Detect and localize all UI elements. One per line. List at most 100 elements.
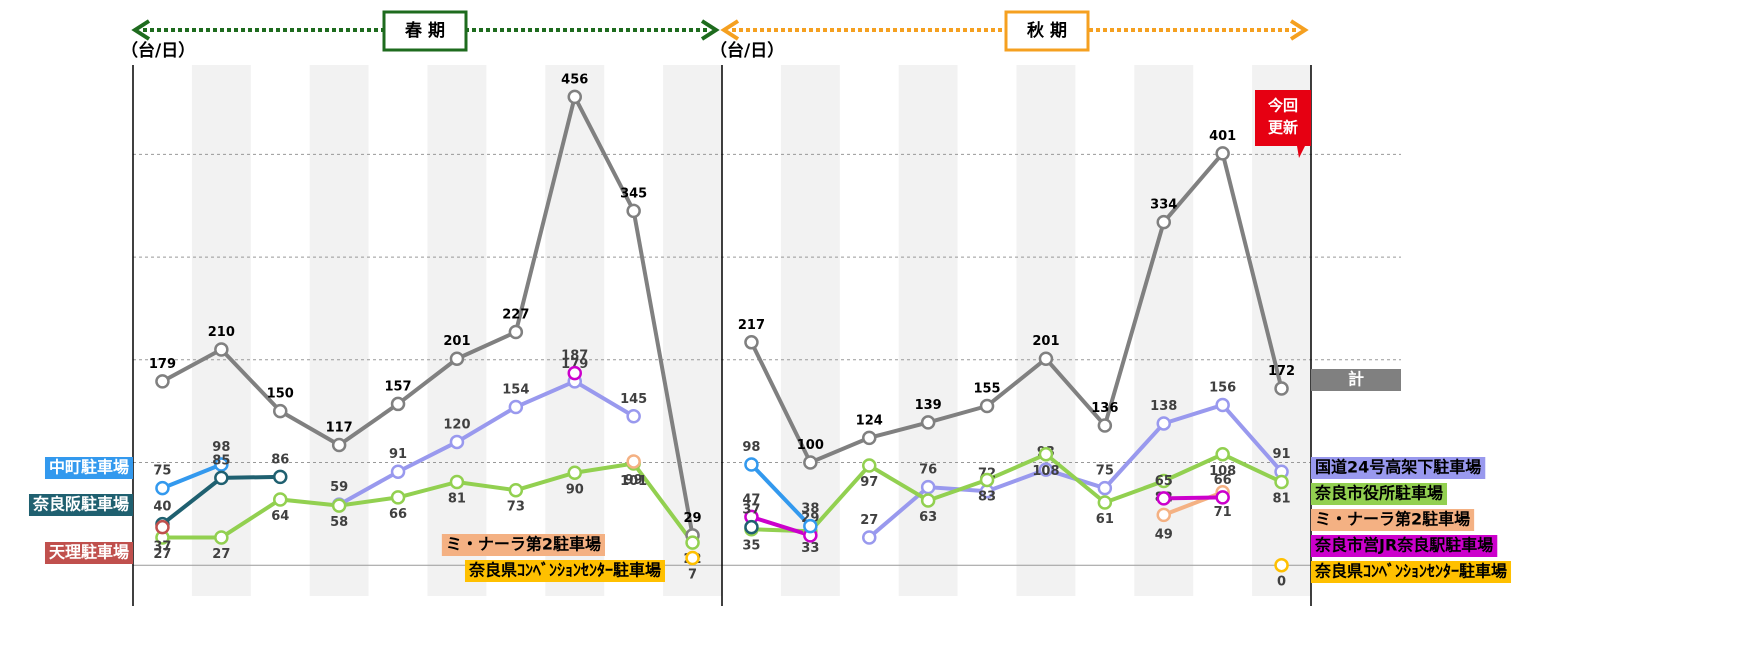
point bbox=[862, 430, 877, 446]
value-label: 108 bbox=[1032, 464, 1059, 479]
legend-label: 奈良阪駐車場 bbox=[32, 495, 129, 514]
value-label: 201 bbox=[1032, 334, 1059, 349]
legend-box bbox=[1311, 509, 1475, 531]
value-label: 40 bbox=[153, 500, 171, 515]
point bbox=[626, 203, 641, 219]
point bbox=[331, 437, 347, 453]
value-label: 38 bbox=[801, 502, 819, 517]
value-label: 179 bbox=[561, 357, 588, 372]
series-line bbox=[750, 463, 812, 528]
point bbox=[567, 89, 582, 105]
point bbox=[390, 464, 406, 479]
point bbox=[1038, 462, 1054, 477]
period-box bbox=[382, 10, 468, 52]
point bbox=[567, 465, 582, 481]
point bbox=[1215, 397, 1230, 413]
point bbox=[920, 493, 936, 508]
point bbox=[803, 518, 818, 534]
point bbox=[214, 530, 229, 545]
point bbox=[1097, 495, 1113, 510]
unit-label: （台/日） bbox=[121, 40, 195, 61]
point bbox=[214, 457, 229, 472]
value-label: 33 bbox=[801, 541, 819, 556]
legend-box bbox=[441, 534, 605, 556]
value-label: 35 bbox=[742, 539, 760, 554]
series-line bbox=[161, 91, 695, 536]
value-label: 29 bbox=[684, 511, 702, 526]
point bbox=[862, 458, 877, 473]
value-label: 150 bbox=[267, 387, 294, 402]
unit-label: （台/日） bbox=[710, 40, 784, 61]
value-label: 66 bbox=[1214, 473, 1232, 488]
value-label: 98 bbox=[212, 440, 230, 455]
legend-item: ミ・ナーラ第2駐車場 bbox=[1311, 509, 1475, 531]
value-label: 172 bbox=[1268, 364, 1295, 379]
point bbox=[390, 490, 406, 505]
band bbox=[1016, 65, 1076, 596]
value-label: 334 bbox=[1150, 198, 1177, 213]
value-label: 227 bbox=[502, 308, 529, 323]
legend-item: 奈良阪駐車場 bbox=[28, 494, 133, 516]
point bbox=[1274, 474, 1289, 490]
value-label: 27 bbox=[212, 547, 230, 562]
value-label: 201 bbox=[443, 334, 470, 349]
legend-label: 国道24号高架下駐車場 bbox=[1315, 458, 1481, 477]
point bbox=[744, 335, 759, 350]
legend-box bbox=[1311, 535, 1498, 557]
point bbox=[1038, 447, 1054, 462]
legend-box bbox=[1311, 561, 1512, 583]
point bbox=[273, 469, 288, 485]
value-label: 86 bbox=[271, 452, 289, 467]
point bbox=[1274, 381, 1289, 396]
legend-box bbox=[44, 457, 133, 479]
value-label: 0 bbox=[1277, 575, 1286, 590]
point bbox=[626, 409, 641, 424]
point bbox=[803, 455, 818, 470]
value-label: 91 bbox=[1273, 447, 1291, 462]
point bbox=[1156, 507, 1171, 523]
value-label: 108 bbox=[1209, 464, 1236, 479]
legend-item: 奈良市営JR奈良駅駐車場 bbox=[1311, 535, 1498, 557]
value-label: 64 bbox=[271, 509, 289, 524]
value-label: 120 bbox=[443, 417, 470, 432]
value-label: 97 bbox=[860, 475, 878, 490]
point bbox=[508, 482, 524, 498]
value-label: 179 bbox=[149, 357, 176, 372]
value-label: 85 bbox=[212, 453, 230, 468]
value-label: 59 bbox=[330, 480, 348, 495]
point bbox=[685, 535, 700, 550]
point bbox=[273, 492, 288, 507]
value-label: 47 bbox=[742, 492, 760, 507]
point bbox=[273, 403, 288, 419]
value-label: 117 bbox=[326, 421, 353, 436]
legend-box bbox=[464, 560, 665, 582]
point bbox=[920, 479, 936, 495]
point bbox=[155, 374, 170, 389]
value-label: 66 bbox=[389, 507, 407, 522]
series-line bbox=[161, 462, 223, 491]
band bbox=[427, 65, 487, 596]
point bbox=[1215, 447, 1230, 462]
band bbox=[191, 65, 251, 596]
value-label: 91 bbox=[389, 447, 407, 462]
point bbox=[1097, 480, 1113, 496]
legend-item: 中町駐車場 bbox=[44, 457, 133, 479]
value-label: 100 bbox=[797, 438, 824, 453]
value-label: 65 bbox=[1155, 474, 1173, 489]
legend-label: 奈良県ｺﾝﾍﾞﾝｼｮﾝｾﾝﾀｰ駐車場 bbox=[1314, 562, 1507, 581]
value-label: 75 bbox=[1096, 464, 1114, 479]
value-label: 90 bbox=[566, 482, 584, 497]
point bbox=[1156, 416, 1171, 431]
point bbox=[626, 454, 641, 469]
legend-item: 奈良市役所駐車場 bbox=[1311, 483, 1448, 505]
point bbox=[1215, 490, 1230, 505]
point bbox=[508, 399, 524, 415]
series-line bbox=[338, 379, 635, 507]
series-line bbox=[751, 451, 1283, 534]
value-label: 136 bbox=[1091, 401, 1118, 416]
legend-label: 奈良市役所駐車場 bbox=[1314, 484, 1443, 503]
value-label: 61 bbox=[1096, 512, 1114, 527]
value-label: 58 bbox=[330, 515, 348, 530]
period-title: 春 期 bbox=[405, 20, 445, 41]
value-label: 124 bbox=[856, 413, 883, 428]
